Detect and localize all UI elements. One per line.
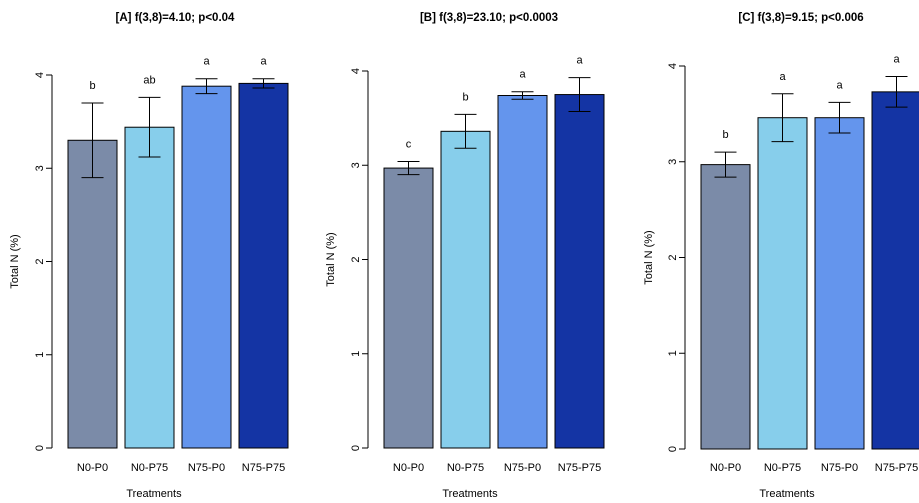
bar-n75-p75 — [871, 91, 919, 450]
y-tick-label: 3 — [34, 165, 46, 171]
significance-letter: a — [519, 69, 526, 81]
y-tick-label: 0 — [350, 445, 362, 451]
y-axis-label: Total N (%) — [643, 230, 655, 284]
x-tick-label: N75-P75 — [242, 462, 285, 474]
x-tick-label: N0-P75 — [447, 462, 484, 474]
y-tick-label: 1 — [34, 352, 46, 358]
significance-letter: a — [260, 56, 267, 68]
chart-panel-2: [B] f(3,8)=23.10; p<0.0003 0 1 2 3 4 Total N (… — [325, 12, 605, 500]
chart-panel-1: [A] f(3,8)=4.10; p<0.04 0 1 2 3 4 Total N (%) b… — [9, 12, 289, 500]
significance-letter: a — [203, 56, 210, 68]
x-tick-label: N0-P0 — [710, 462, 741, 474]
x-tick-label: N75-P0 — [504, 462, 541, 474]
y-tick-label: 1 — [350, 351, 362, 357]
y-tick-label: 4 — [667, 63, 679, 69]
x-axis-label: Treatments — [126, 488, 182, 500]
significance-letter: b — [722, 129, 728, 141]
y-tick-label: 2 — [34, 258, 46, 264]
y-axis-label: Total N (%) — [325, 232, 337, 286]
x-tick-label: N75-P75 — [875, 462, 918, 474]
chart-title: [A] f(3,8)=4.10; p<0.04 — [116, 12, 235, 24]
y-tick-label: 3 — [667, 159, 679, 165]
significance-letter: ab — [143, 74, 155, 86]
significance-letter: a — [836, 79, 843, 91]
y-tick-label: 0 — [34, 445, 46, 451]
significance-letter: c — [406, 138, 412, 150]
y-tick-label: 4 — [34, 72, 46, 78]
y-axis-label: Total N (%) — [9, 234, 21, 288]
significance-letter: b — [462, 91, 468, 103]
chart-panel-3: [C] f(3,8)=9.15; p<0.006 0 1 2 3 4 Total N (%)… — [643, 12, 919, 500]
bar-n0-p0 — [700, 164, 751, 450]
bar-n75-p75 — [554, 94, 605, 449]
y-tick-label: 4 — [350, 68, 362, 74]
x-tick-label: N75-P75 — [558, 462, 601, 474]
x-tick-label: N0-P0 — [393, 462, 424, 474]
significance-letter: a — [576, 55, 583, 67]
y-tick-label: 2 — [350, 256, 362, 262]
significance-letter: a — [893, 54, 900, 66]
bar-n0-p0 — [67, 139, 118, 449]
x-tick-label: N75-P0 — [821, 462, 858, 474]
chart-title: [C] f(3,8)=9.15; p<0.006 — [738, 12, 863, 24]
x-tick-label: N0-P75 — [764, 462, 801, 474]
bar-n75-p0 — [497, 95, 548, 449]
bar-n75-p0 — [181, 85, 232, 449]
x-tick-label: N0-P75 — [131, 462, 168, 474]
significance-letter: b — [89, 80, 95, 92]
significance-letter: a — [779, 71, 786, 83]
y-tick-label: 2 — [667, 254, 679, 260]
bar-n0-p75 — [440, 130, 491, 449]
y-tick-label: 0 — [667, 446, 679, 452]
bar-n0-p75 — [124, 126, 175, 449]
x-tick-label: N0-P0 — [77, 462, 108, 474]
y-tick-label: 1 — [667, 350, 679, 356]
x-axis-label: Treatments — [759, 488, 815, 500]
x-tick-label: N75-P0 — [188, 462, 225, 474]
bar-n75-p75 — [238, 82, 289, 449]
bar-n75-p0 — [814, 117, 865, 450]
x-axis-label: Treatments — [442, 488, 498, 500]
chart-title: [B] f(3,8)=23.10; p<0.0003 — [420, 12, 558, 24]
bar-n0-p75 — [757, 117, 808, 450]
y-tick-label: 3 — [350, 162, 362, 168]
bar-n0-p0 — [383, 167, 434, 449]
